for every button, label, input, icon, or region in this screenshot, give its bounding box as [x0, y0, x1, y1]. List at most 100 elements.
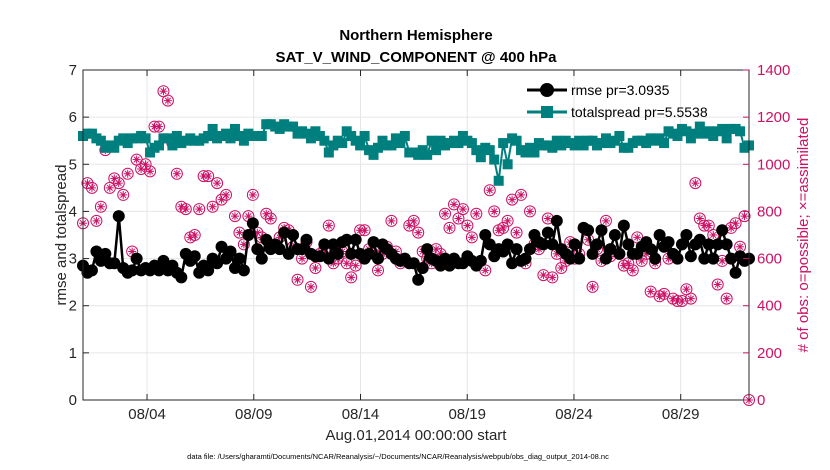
- obs-point: [555, 262, 568, 274]
- rmse-point: [510, 243, 523, 256]
- obs-point: [345, 271, 358, 284]
- rmse-point: [416, 262, 429, 274]
- rmse-point: [564, 252, 577, 265]
- rmse-point: [595, 224, 608, 237]
- obs-point: [304, 280, 317, 293]
- rmse-point: [372, 252, 385, 265]
- rmse-point: [296, 243, 309, 256]
- legend: rmse pr=3.0935 totalspread pr=5.5538: [527, 82, 708, 120]
- rmse-point: [273, 243, 286, 256]
- rmse-point: [568, 238, 581, 251]
- obs-point: [497, 221, 510, 234]
- rmse-point: [720, 238, 733, 251]
- rmse-point: [126, 264, 139, 277]
- totalspread-point: [471, 145, 482, 156]
- rmse-point: [546, 238, 559, 251]
- totalspread-point: [614, 131, 625, 141]
- obs-point: [465, 231, 478, 244]
- totalspread-point: [95, 135, 106, 146]
- rmse-point: [604, 243, 617, 256]
- totalspread-point: [229, 123, 240, 134]
- totalspread-point: [395, 138, 406, 149]
- rmse-point: [537, 238, 550, 251]
- rmse-series: [77, 210, 755, 286]
- rmse-point: [215, 240, 228, 253]
- rmse-point: [251, 243, 264, 256]
- rmse-point: [108, 257, 121, 270]
- obs-point: [139, 158, 152, 171]
- totalspread-point: [162, 133, 173, 144]
- data-file-note: data file: /Users/gharamti/Documents/NCA…: [187, 452, 609, 461]
- totalspread-point: [355, 140, 366, 151]
- y-right-tick-label: 1000: [757, 156, 790, 173]
- totalspread-point: [672, 131, 683, 141]
- rmse-point: [653, 229, 666, 241]
- obs-point: [385, 214, 398, 227]
- obs-point: [246, 188, 259, 201]
- totalspread-point: [203, 131, 214, 141]
- rmse-point: [671, 252, 684, 265]
- y-right-tick-label: 1400: [757, 62, 790, 79]
- totalspread-point: [323, 147, 334, 158]
- rmse-point: [729, 266, 742, 279]
- totalspread-point: [153, 140, 164, 151]
- totalspread-point: [529, 147, 540, 158]
- totalspread-point: [431, 145, 442, 156]
- rmse-point: [246, 217, 259, 230]
- obs-point: [461, 219, 474, 232]
- y-left-tick-label: 4: [69, 203, 77, 220]
- rmse-point: [175, 271, 188, 284]
- obs-point: [693, 212, 706, 225]
- obs-point: [170, 167, 183, 180]
- obs-point: [510, 226, 523, 239]
- rmse-point: [711, 238, 724, 251]
- rmse-point: [573, 252, 586, 265]
- rmse-point: [613, 247, 626, 260]
- totalspread-point: [475, 152, 486, 163]
- rmse-point: [202, 264, 215, 277]
- rmse-point: [523, 243, 536, 256]
- obs-point: [358, 224, 371, 237]
- obs-point: [515, 188, 528, 201]
- totalspread-point: [288, 121, 299, 132]
- obs-point: [202, 170, 215, 183]
- y-right-tick-label: 600: [757, 251, 782, 268]
- rmse-point: [282, 247, 295, 260]
- totalspread-point: [493, 175, 504, 186]
- rmse-point: [622, 238, 635, 251]
- totalspread-point: [337, 138, 348, 149]
- y-axis-right-label: # of obs: o=possible; ×=assimilated: [795, 118, 812, 353]
- x-tick-label: 08/09: [235, 406, 273, 423]
- obs-point: [716, 254, 729, 267]
- y-left-tick-label: 3: [69, 251, 77, 268]
- rmse-point: [582, 224, 595, 237]
- plot-frame: [82, 69, 750, 401]
- totalspread-point: [735, 126, 746, 137]
- totalspread-point: [207, 123, 218, 134]
- obs-point: [322, 219, 335, 232]
- totalspread-series: [78, 119, 754, 186]
- rmse-point: [237, 264, 250, 277]
- rmse-point: [716, 224, 729, 237]
- y-right-tick-label: 800: [757, 203, 782, 220]
- y-left-tick-label: 2: [69, 298, 77, 315]
- totalspread-point: [368, 149, 379, 160]
- totalspread-point: [681, 126, 692, 137]
- rmse-point: [617, 219, 630, 232]
- rmse-point: [519, 252, 532, 265]
- x-axis: 08/04 08/09 08/14 08/19 08/24 08/29: [128, 70, 699, 423]
- x-tick-label: 08/24: [555, 406, 593, 423]
- legend-rmse-label: rmse pr=3.0935: [571, 82, 670, 98]
- obs-point: [152, 120, 165, 133]
- totalspread-point: [511, 135, 522, 146]
- rmse-point: [99, 247, 112, 260]
- totalspread-point: [256, 131, 267, 141]
- obs-point: [658, 287, 671, 300]
- obs-point: [537, 269, 550, 282]
- legend-spread-label: totalspread pr=5.5538: [571, 104, 708, 120]
- obs-point: [228, 210, 241, 223]
- obs-point: [211, 177, 224, 190]
- obs-point: [206, 200, 219, 213]
- rmse-point: [479, 229, 492, 241]
